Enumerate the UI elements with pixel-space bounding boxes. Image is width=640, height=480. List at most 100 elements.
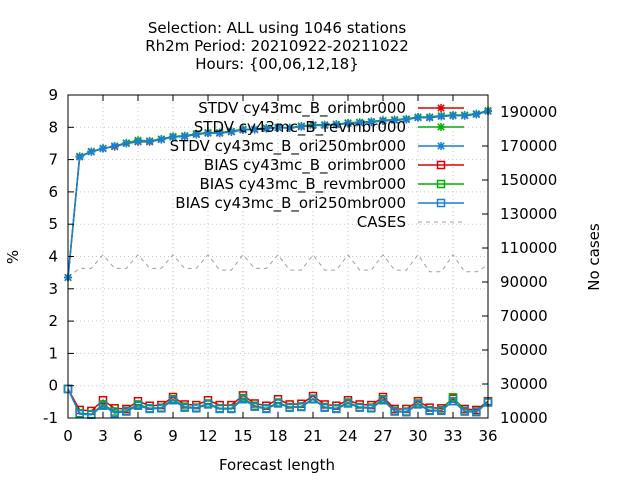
data-point (134, 137, 142, 146)
legend-marker (437, 123, 445, 131)
legend-label: STDV cy43mc_B_ori250mbr000 (170, 137, 406, 156)
data-point (157, 135, 166, 144)
data-point (437, 112, 446, 121)
data-point (344, 119, 352, 128)
legend-marker (437, 142, 445, 150)
y2-tick-label: 170000 (500, 137, 557, 155)
series-line (67, 388, 489, 415)
data-point (437, 406, 446, 416)
data-point (332, 120, 341, 129)
data-point (110, 142, 119, 151)
y2-tick-label: 110000 (500, 239, 557, 257)
data-point (274, 123, 282, 132)
data-point (145, 137, 154, 146)
data-point (250, 402, 259, 411)
series-line (67, 388, 489, 416)
y-tick-label: 3 (48, 280, 58, 298)
data-point (227, 404, 236, 414)
data-point (379, 116, 387, 125)
data-point (402, 115, 411, 124)
data-point (168, 395, 178, 405)
data-point (110, 408, 119, 418)
y-tick-label: 8 (48, 118, 58, 136)
x-tick-label: 18 (268, 427, 287, 445)
legend-marker (437, 104, 445, 112)
data-point (215, 404, 224, 414)
data-point (145, 404, 154, 414)
legend-label: STDV cy43mc_B_orimbr000 (198, 99, 406, 118)
x-tick-label: 0 (63, 427, 73, 445)
y-axis-label: % (4, 250, 22, 264)
y-tick-label: 1 (48, 344, 58, 362)
x-tick-label: 27 (373, 427, 392, 445)
x-tick-label: 12 (198, 427, 217, 445)
x-axis-label: Forecast length (219, 456, 335, 474)
chart-title: Selection: ALL using 1046 stations Rh2m … (145, 19, 409, 73)
y2-tick-label: 130000 (500, 205, 557, 223)
data-point (448, 396, 458, 406)
data-point (262, 404, 271, 414)
data-point (390, 116, 399, 125)
data-point (413, 400, 423, 409)
series-6 (67, 253, 489, 278)
y-tick-label: 2 (48, 312, 58, 330)
data-point (180, 403, 189, 412)
y-tick-label: 0 (48, 377, 58, 395)
y2-axis-label: No cases (585, 223, 603, 291)
data-point (122, 139, 131, 148)
data-point (192, 404, 201, 413)
data-point (98, 401, 108, 410)
data-point (355, 403, 364, 412)
data-point (285, 403, 294, 412)
x-tick-label: 3 (98, 427, 108, 445)
data-point (297, 122, 306, 131)
legend-label: BIAS cy43mc_B_revmbr000 (200, 175, 407, 194)
data-point (414, 113, 422, 122)
data-point (332, 404, 341, 414)
legend-marker (436, 160, 446, 170)
series-line (67, 253, 489, 278)
data-point (250, 125, 259, 134)
data-point (449, 111, 457, 120)
data-point (472, 110, 481, 119)
data-point (180, 132, 189, 141)
title-line-1: Selection: ALL using 1046 stations (148, 19, 407, 37)
y2-tick-label: 50000 (500, 341, 548, 359)
data-point (472, 407, 481, 417)
x-tick-label: 9 (168, 427, 178, 445)
data-point (343, 399, 353, 408)
data-point (297, 402, 306, 412)
title-line-3: Hours: {00,06,12,18} (195, 55, 359, 73)
x-tick-label: 6 (133, 427, 143, 445)
x-tick-label: 15 (233, 427, 252, 445)
x-tick-label: 24 (338, 427, 357, 445)
y-tick-label: 4 (48, 248, 58, 266)
data-point (390, 407, 399, 416)
y2-tick-label: 190000 (500, 103, 557, 121)
data-point (309, 121, 317, 130)
data-point (367, 118, 376, 127)
data-point (169, 132, 177, 141)
y2-tick-label: 10000 (500, 409, 548, 427)
data-point (238, 395, 248, 404)
data-point (262, 124, 271, 133)
data-point (75, 153, 84, 162)
x-tick-label: 21 (303, 427, 322, 445)
data-point (192, 130, 201, 139)
y2-tick-label: 90000 (500, 273, 548, 291)
data-point (204, 129, 212, 138)
x-tick-label: 30 (408, 427, 427, 445)
y-tick-label: 6 (48, 183, 58, 201)
y2-tick-label: 150000 (500, 171, 557, 189)
data-point (157, 404, 166, 413)
legend-label: BIAS cy43mc_B_ori250mbr000 (175, 194, 406, 213)
data-point (133, 401, 143, 410)
legend-label: STDV cy43mc_B_revmbr000 (194, 118, 406, 137)
data-point (320, 403, 329, 412)
data-point (99, 144, 107, 153)
legend-label: CASES (357, 213, 406, 231)
y-tick-label: 9 (48, 86, 58, 104)
legend-marker (436, 179, 446, 189)
